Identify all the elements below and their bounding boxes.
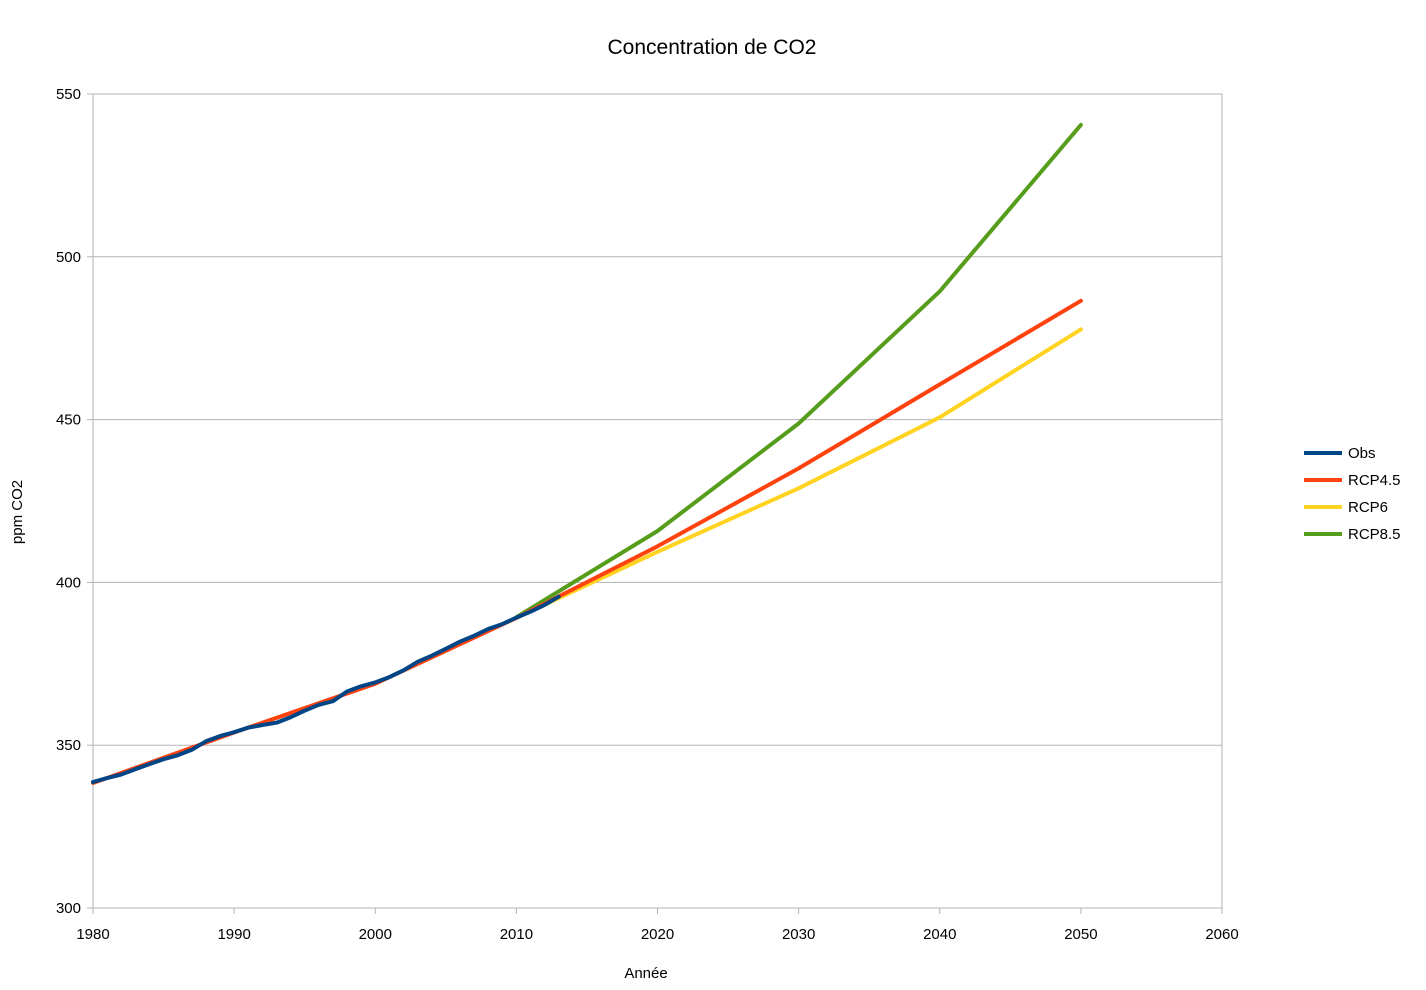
y-tick-label: 450 xyxy=(56,412,81,429)
y-tick-label: 350 xyxy=(56,737,81,754)
y-axis-ticks: 300 350 400 450 500 550 xyxy=(56,86,93,917)
series-line-rcp6 xyxy=(514,327,1083,620)
x-axis-ticks: 1980 1990 2000 2010 2020 2030 2040 2050 2060 xyxy=(76,908,1239,943)
x-tick-label: 2050 xyxy=(1064,926,1097,943)
y-tick-label: 400 xyxy=(56,574,81,591)
x-axis-label: Année xyxy=(624,965,667,982)
legend-label-obs: Obs xyxy=(1348,445,1376,462)
x-tick-label: 2030 xyxy=(782,926,815,943)
x-tick-label: 1980 xyxy=(76,926,109,943)
series-line-obs xyxy=(91,594,561,784)
y-tick-label: 500 xyxy=(56,249,81,266)
series-line-rcp8-5 xyxy=(514,122,1083,620)
legend: Obs RCP4.5 RCP6 RCP8.5 xyxy=(1304,445,1401,543)
legend-label-rcp6: RCP6 xyxy=(1348,499,1388,516)
legend-label-rcp4-5: RCP4.5 xyxy=(1348,472,1401,489)
x-tick-label: 2020 xyxy=(641,926,674,943)
x-tick-label: 2040 xyxy=(923,926,956,943)
y-tick-label: 300 xyxy=(56,900,81,917)
y-axis-label: ppm CO2 xyxy=(9,480,26,544)
y-tick-label: 550 xyxy=(56,86,81,103)
data-series xyxy=(91,122,1083,785)
x-tick-label: 2010 xyxy=(500,926,533,943)
x-tick-label: 1990 xyxy=(217,926,250,943)
chart-title: Concentration de CO2 xyxy=(608,36,817,59)
x-tick-label: 2060 xyxy=(1205,926,1238,943)
x-tick-label: 2000 xyxy=(359,926,392,943)
legend-label-rcp8-5: RCP8.5 xyxy=(1348,526,1401,543)
